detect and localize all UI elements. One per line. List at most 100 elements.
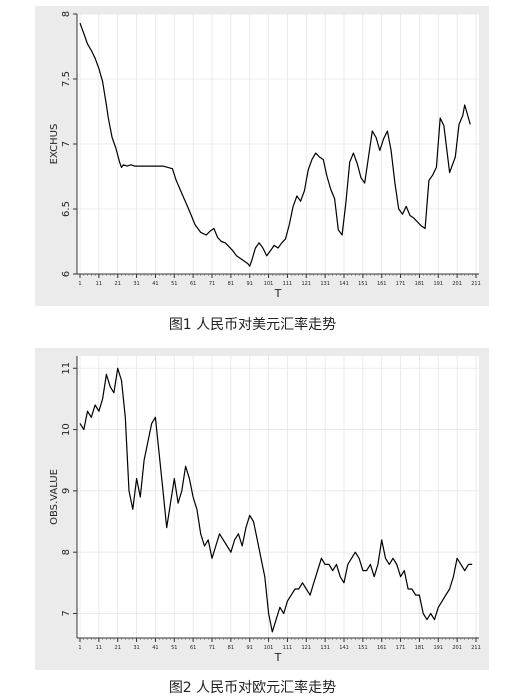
data-point [119,162,120,163]
y-tick-label: 8 [61,549,72,555]
data-point [115,147,116,148]
data-point [94,58,95,59]
data-point [121,167,122,168]
x-tick-label: 81 [228,645,234,651]
data-point [166,527,167,528]
figure-1-caption: 图1 人民币对美元汇率走势 [168,317,337,333]
y-tick-label: 7 [61,141,72,147]
x-tick-label: 211 [471,281,481,287]
data-point [253,521,254,522]
data-point [208,539,209,540]
data-point [449,588,450,589]
data-point [151,423,152,424]
data-point [309,594,310,595]
data-point [298,588,299,589]
data-point [226,545,227,546]
data-point [285,238,286,239]
x-tick-label: 101 [264,281,274,287]
x-tick-label: 121 [302,281,312,287]
data-point [408,588,409,589]
data-point [424,228,425,229]
data-point [108,117,109,118]
data-point [200,533,201,534]
data-point [262,247,263,248]
data-point [462,115,463,116]
x-tick-label: 161 [377,281,387,287]
x-tick-label: 181 [415,281,425,287]
data-point [294,588,295,589]
data-point [317,570,318,571]
data-point [221,241,222,242]
data-point [206,234,207,235]
data-point [428,180,429,181]
x-tick-label: 171 [396,645,406,651]
data-point [315,153,316,154]
x-tick-label: 31 [133,281,139,287]
data-point [102,81,103,82]
data-point [245,527,246,528]
data-point [159,453,160,454]
data-point [140,496,141,497]
y-tick-label: 7.5 [61,71,72,87]
x-tick-label: 211 [471,645,481,651]
data-point [381,539,382,540]
data-point [210,231,211,232]
x-tick-label: 71 [209,281,215,287]
data-point [436,167,437,168]
data-point [326,176,327,177]
data-point [106,104,107,105]
data-point [215,545,216,546]
data-point [432,175,433,176]
data-point [468,564,469,565]
figure-2: 7 8 9 10 11 1 11 21 31 41 51 61 71 81 91 101 111 121 131 14… [0,340,505,699]
data-point [383,138,384,139]
x-axis-title: T [274,651,282,664]
data-point [385,558,386,559]
x-tick-label: 151 [358,281,368,287]
x-tick-label: 101 [264,645,274,651]
data-point [110,386,111,387]
data-point [287,601,288,602]
data-point [379,150,380,151]
data-point [79,23,80,24]
data-point [438,607,439,608]
data-point [319,156,320,157]
data-point [457,558,458,559]
data-point [153,166,154,167]
y-tick-label: 6 [61,271,72,277]
figure-2-caption: 图2 人民币对欧元汇率走势 [168,680,337,696]
x-tick-label: 21 [115,645,121,651]
chart-panel-1: 6 6.5 7 7.5 8 1 11 21 31 41 51 61 71 81 91 101 111 121 131… [35,6,489,306]
data-point [308,169,309,170]
data-point [240,258,241,259]
data-point [213,228,214,229]
data-point [338,229,339,230]
data-point [127,166,128,167]
data-point [292,206,293,207]
data-point [364,182,365,183]
data-point [144,166,145,167]
x-tick-label: 131 [320,281,330,287]
data-point [134,166,135,167]
data-point [404,570,405,571]
data-point [458,124,459,125]
data-point [94,404,95,405]
data-point [181,193,182,194]
data-point [234,539,235,540]
data-point [274,245,275,246]
data-point [374,576,375,577]
data-point [349,162,350,163]
x-tick-label: 11 [96,281,102,287]
x-tick-label: 191 [434,645,444,651]
data-point [257,539,258,540]
x-tick-label: 61 [190,645,196,651]
exchus-line-chart: 66.577.581 11 21 31 41 51 61 71 81 91 101 111 121 131… [49,11,481,300]
data-point [185,466,186,467]
data-point [377,564,378,565]
data-point [313,582,314,583]
x-tick-label: 51 [171,645,177,651]
x-tick-label: 191 [434,281,444,287]
data-point [83,429,84,430]
data-point [415,594,416,595]
